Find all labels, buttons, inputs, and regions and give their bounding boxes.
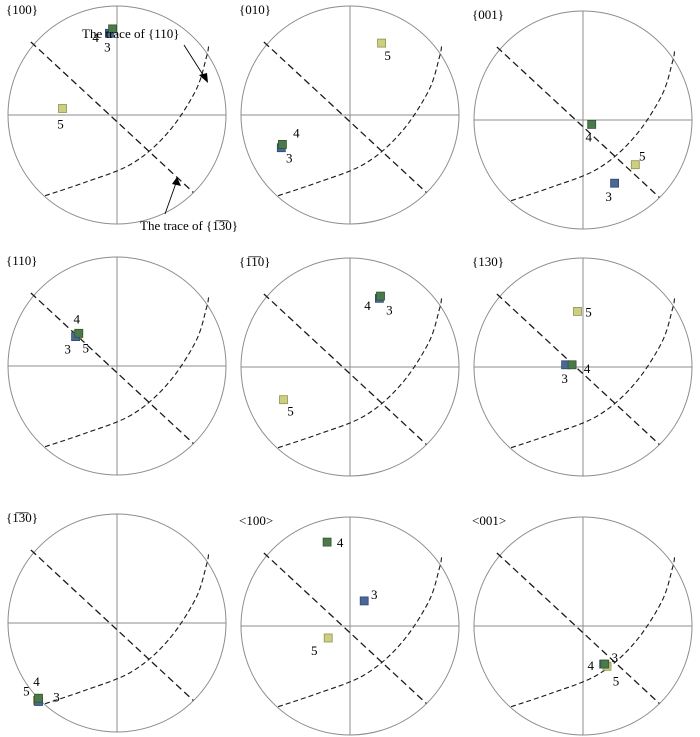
pole-marker-4 bbox=[567, 360, 577, 370]
pole-label-5: 5 bbox=[613, 673, 620, 688]
pole-label-3: 3 bbox=[371, 587, 378, 602]
trace-110-curve bbox=[277, 298, 443, 449]
trace-1bar30-line bbox=[30, 292, 194, 444]
trace-1bar30-line bbox=[263, 41, 427, 193]
pole-marker-4 bbox=[34, 693, 43, 703]
panel-title: {1̅3̅0} bbox=[6, 510, 38, 525]
trace-1bar30-leader-line bbox=[164, 182, 177, 215]
pole-figure-panel: {010} 34 5 bbox=[239, 2, 460, 225]
trace-110-curve bbox=[510, 557, 676, 708]
trace-1bar30-annotation: The trace of {1̅3̅0} bbox=[140, 218, 238, 233]
trace-annotations: The trace of {110} The trace of {1̅3̅0} bbox=[82, 26, 238, 233]
pole-marker-5 bbox=[323, 633, 333, 643]
trace-110-curve bbox=[510, 298, 676, 449]
panel-title: <001> bbox=[472, 513, 506, 528]
pole-label-3: 3 bbox=[286, 151, 293, 166]
trace-1bar30-line bbox=[496, 552, 660, 704]
trace-110-arrowhead bbox=[199, 73, 208, 83]
pole-label-3: 3 bbox=[53, 690, 60, 705]
trace-110-curve bbox=[277, 557, 443, 708]
trace-110-curve bbox=[44, 46, 210, 197]
pole-label-3: 3 bbox=[64, 342, 71, 357]
trace-110-annotation: The trace of {110} bbox=[82, 26, 180, 41]
pole-label-5: 5 bbox=[83, 340, 90, 355]
trace-1bar30-line bbox=[30, 549, 194, 701]
panel-title: {010} bbox=[239, 2, 271, 17]
pole-label-4: 4 bbox=[585, 129, 592, 144]
pole-figure-panel: {100} 34 5 bbox=[6, 2, 227, 225]
trace-110-curve bbox=[510, 51, 676, 202]
pole-label-3: 3 bbox=[104, 39, 111, 54]
panel-title: {130} bbox=[472, 254, 504, 269]
pole-label-3: 3 bbox=[605, 189, 612, 204]
panel-title: {1̅1̅0} bbox=[239, 254, 271, 269]
pole-marker-4 bbox=[600, 659, 610, 669]
pole-label-3: 3 bbox=[386, 302, 393, 317]
pole-marker-5 bbox=[573, 306, 582, 316]
pole-marker-4 bbox=[108, 24, 117, 34]
pole-marker-5 bbox=[279, 395, 288, 405]
pole-figure-panel: {001} 3 4 5 bbox=[472, 7, 693, 230]
pole-marker-4 bbox=[587, 120, 597, 129]
trace-110-curve bbox=[44, 554, 210, 705]
pole-figure-panel: {130} 3 4 5 bbox=[472, 254, 693, 477]
pole-label-4: 4 bbox=[588, 658, 595, 673]
panel-title: {001} bbox=[472, 7, 504, 22]
trace-1bar30-line bbox=[30, 41, 194, 193]
pole-marker-5 bbox=[58, 104, 67, 113]
trace-1bar30-line bbox=[496, 293, 660, 445]
pole-marker-4 bbox=[322, 537, 332, 547]
pole-label-4: 4 bbox=[92, 30, 99, 45]
pole-label-5: 5 bbox=[287, 404, 294, 419]
trace-110-leader-line bbox=[183, 44, 206, 79]
pole-label-4: 4 bbox=[33, 674, 40, 689]
trace-1bar30-line bbox=[263, 293, 427, 445]
trace-110-curve bbox=[277, 46, 443, 197]
pole-figure-panel: {110} 3 45 bbox=[6, 253, 227, 476]
pole-marker-4 bbox=[376, 291, 385, 301]
trace-1bar30-line bbox=[496, 46, 660, 198]
pole-marker-4 bbox=[74, 328, 84, 338]
pole-label-5: 5 bbox=[311, 643, 318, 658]
pole-figure-panel: <001> 3 4 5 bbox=[472, 513, 693, 736]
pole-figure-panel: <100> 3 4 5 bbox=[239, 513, 460, 736]
pole-label-4: 4 bbox=[584, 361, 591, 376]
pole-label-5: 5 bbox=[384, 48, 391, 63]
pole-label-3: 3 bbox=[611, 650, 618, 665]
panel-title: {100} bbox=[6, 2, 38, 17]
pole-label-3: 3 bbox=[561, 371, 568, 386]
pole-marker-5 bbox=[377, 38, 387, 48]
pole-label-5: 5 bbox=[585, 304, 592, 319]
trace-110-curve bbox=[44, 297, 210, 448]
pole-marker-3 bbox=[359, 596, 369, 606]
pole-label-4: 4 bbox=[364, 298, 371, 313]
trace-1bar30-line bbox=[263, 552, 427, 704]
trace-1bar30-arrowhead bbox=[172, 177, 181, 186]
pole-label-4: 4 bbox=[337, 535, 344, 550]
pole-marker-3 bbox=[610, 178, 619, 188]
pole-label-5: 5 bbox=[639, 149, 646, 164]
pole-label-5: 5 bbox=[57, 117, 64, 132]
pole-marker-4 bbox=[277, 139, 287, 149]
panel-title: <100> bbox=[239, 513, 273, 528]
pole-label-4: 4 bbox=[74, 311, 81, 326]
pole-figure-panel: {1̅3̅0} 345 bbox=[6, 510, 227, 733]
pole-marker-5 bbox=[630, 160, 640, 170]
panel-title: {110} bbox=[6, 253, 38, 268]
pole-label-5: 5 bbox=[23, 683, 30, 698]
pole-figure-panel: {1̅1̅0} 34 5 bbox=[239, 254, 460, 477]
pole-label-4: 4 bbox=[293, 125, 300, 140]
